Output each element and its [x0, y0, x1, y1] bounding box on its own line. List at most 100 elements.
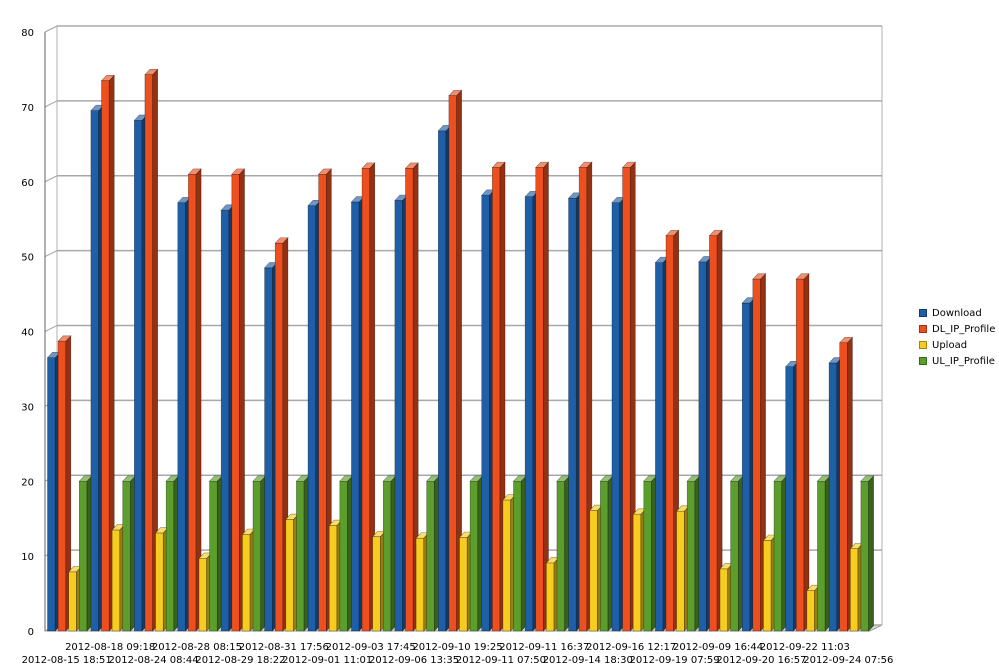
bar-front: [198, 558, 207, 632]
bar-front: [513, 480, 522, 632]
bar-front: [155, 532, 164, 632]
bar-front: [795, 278, 805, 632]
bar-front: [165, 480, 175, 632]
y-tick-label: 60: [21, 178, 34, 189]
bar-front: [426, 480, 435, 632]
bar-front: [535, 167, 544, 632]
bar-front: [122, 480, 131, 632]
bar-front: [264, 267, 273, 632]
bar-front: [578, 167, 588, 632]
bar-top: [361, 162, 376, 169]
bar-top: [535, 161, 550, 168]
bar-front: [328, 525, 338, 632]
bar-front: [382, 480, 392, 632]
bar-DL_IP_Profile-7: [361, 162, 376, 632]
bar-front: [188, 173, 197, 632]
bar-top: [665, 229, 680, 236]
bar-top: [860, 475, 875, 482]
gridline-side: [44, 175, 58, 183]
legend: Download DL_IP_Profile Upload UL_IP_Profile: [919, 305, 997, 369]
bar-front: [68, 571, 77, 632]
bar-front: [698, 261, 707, 632]
bar-DL_IP_Profile-8: [404, 162, 419, 632]
bar-front: [209, 480, 218, 632]
bar-front: [752, 278, 761, 632]
bar-front: [415, 537, 425, 632]
x-tick-label: 2012-09-16 12:17: [586, 642, 676, 653]
legend-label: Download: [932, 307, 982, 319]
gridline-side: [44, 250, 58, 258]
bar-front: [231, 173, 240, 632]
bar-top: [100, 74, 115, 81]
x-tick-label: 2012-08-15 18:51: [22, 655, 112, 666]
bar-top: [274, 237, 289, 244]
x-tick-label: 2012-09-19 07:59: [630, 655, 720, 666]
bar-front: [546, 562, 555, 632]
bar-front: [785, 366, 794, 632]
x-tick-label: 2012-09-06 13:35: [369, 655, 459, 666]
bar-UL_IP_Profile-11: [556, 475, 571, 632]
bar-top: [708, 229, 723, 236]
bar-DL_IP_Profile-15: [708, 229, 723, 632]
bar-front: [600, 480, 609, 632]
x-tick-label: 2012-08-28 08:15: [152, 642, 242, 653]
legend-label: DL_IP_Profile: [932, 323, 996, 335]
y-tick-label: 40: [21, 328, 34, 339]
bar-front: [459, 537, 468, 632]
y-tick-label: 50: [21, 253, 34, 264]
bar-front: [622, 167, 631, 632]
bar-front: [849, 548, 859, 632]
bar-UL_IP_Profile-10: [512, 475, 527, 632]
legend-label: Upload: [932, 339, 968, 351]
bar-front: [405, 167, 414, 632]
gridline-side: [44, 25, 58, 33]
bar-front: [643, 480, 652, 632]
bar-front: [492, 167, 501, 632]
bar-DL_IP_Profile-0: [57, 335, 72, 632]
bar-UL_IP_Profile-2: [165, 475, 180, 632]
x-tick-label: 2012-09-10 19:25: [412, 642, 502, 653]
bar-UL_IP_Profile-12: [599, 475, 614, 632]
bar-front: [242, 534, 251, 632]
bar-front: [741, 302, 751, 632]
bar-UL_IP_Profile-7: [382, 475, 397, 632]
bar-top: [578, 161, 593, 168]
bar-top: [144, 68, 159, 75]
bar-front: [47, 357, 56, 632]
bar-front: [719, 568, 729, 632]
legend-swatch: [919, 341, 927, 349]
bar-front: [709, 235, 718, 632]
bar-UL_IP_Profile-0: [78, 475, 93, 632]
legend-item: Upload: [919, 337, 997, 353]
legend-swatch: [919, 357, 927, 365]
y-tick-label: 0: [28, 627, 34, 638]
bar-DL_IP_Profile-1: [100, 74, 115, 632]
bar-front: [394, 200, 403, 632]
bar-top: [57, 335, 72, 342]
bar-front: [101, 80, 110, 632]
bar-front: [676, 510, 685, 632]
y-tick-label: 80: [21, 28, 34, 39]
bar-front: [252, 480, 261, 632]
bar-front: [90, 110, 99, 632]
bar-front: [763, 540, 772, 632]
x-tick-label: 2012-09-22 11:03: [760, 642, 850, 653]
bar-UL_IP_Profile-17: [816, 475, 831, 632]
bar-front: [307, 205, 317, 632]
bar-front: [686, 480, 696, 632]
bar-front: [437, 130, 447, 632]
bar-front: [177, 202, 186, 632]
bar-front: [220, 209, 230, 632]
x-tick-label: 2012-09-24 07:56: [803, 655, 893, 666]
y-axis: 0 10 20 30 40 50 60 70 80: [21, 28, 46, 638]
chart-bars: [46, 68, 875, 632]
bar-top: [317, 168, 333, 175]
bar-UL_IP_Profile-13: [643, 475, 658, 632]
bar-DL_IP_Profile-11: [535, 161, 550, 632]
bar-front: [57, 340, 67, 632]
legend-swatch: [919, 309, 927, 317]
y-tick-label: 70: [21, 103, 34, 114]
legend-label: UL_IP_Profile: [932, 355, 995, 367]
bar-UL_IP_Profile-8: [425, 475, 441, 632]
